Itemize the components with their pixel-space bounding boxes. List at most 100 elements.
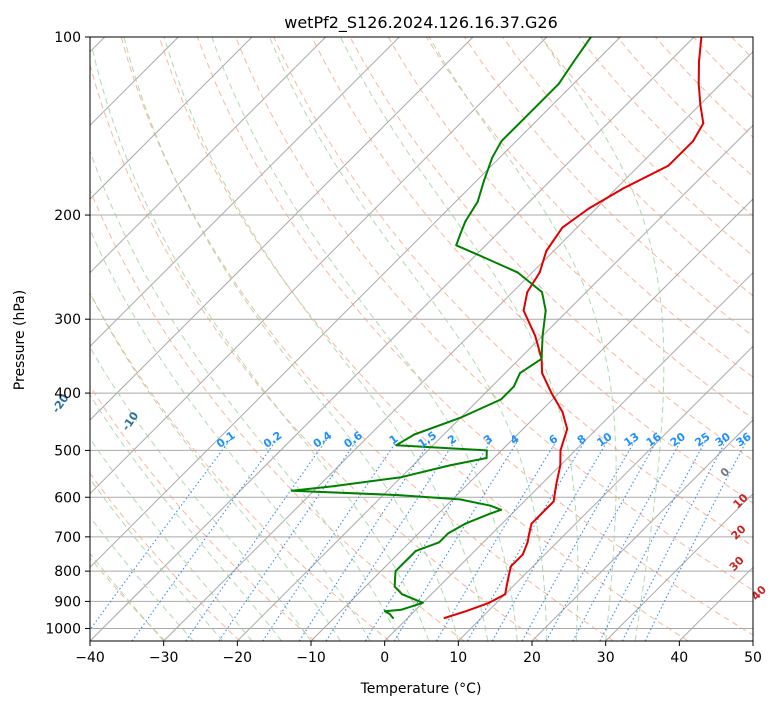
dewpoint-point xyxy=(401,563,404,566)
dewpoint-point xyxy=(537,103,540,106)
dewpoint-line xyxy=(290,37,592,619)
dewpoint-point xyxy=(448,464,451,467)
temperature-point xyxy=(559,449,562,452)
mixing-ratio-line xyxy=(298,439,432,641)
y-tick-label: 700 xyxy=(54,530,81,546)
isotherm-line xyxy=(531,419,753,641)
temperature-point xyxy=(505,584,508,587)
chart-title: wetPf2_S126.2024.126.16.37.G26 xyxy=(284,13,558,33)
dry-adiabat-line xyxy=(90,188,465,641)
dewpoint-point xyxy=(541,291,543,294)
mixing-ratio-line xyxy=(364,439,493,641)
dewpoint-point xyxy=(464,522,467,525)
x-tick-label: −40 xyxy=(75,650,105,666)
temperature-point xyxy=(522,309,525,312)
temperature-point xyxy=(507,574,510,577)
dewpoint-point xyxy=(407,557,410,559)
isotherm-line xyxy=(90,37,474,421)
x-tick-label: 10 xyxy=(449,650,467,666)
y-tick-label: 600 xyxy=(54,490,81,506)
temperature-point xyxy=(530,522,533,525)
mixing-ratio-line xyxy=(218,439,358,641)
dewpoint-point xyxy=(485,457,488,459)
dewpoint-point xyxy=(557,82,560,85)
dewpoint-point xyxy=(400,608,403,611)
moist-adiabat-line xyxy=(92,49,430,641)
temperature-point xyxy=(561,410,564,413)
dry-adiabat-line xyxy=(273,37,753,547)
dewpoint-point xyxy=(384,610,386,613)
temperature-point xyxy=(667,164,670,167)
dewpoint-point xyxy=(572,60,575,63)
y-tick-label: 900 xyxy=(54,594,81,610)
dewpoint-point xyxy=(447,532,450,535)
dewpoint-point xyxy=(421,601,424,604)
dewpoint-point xyxy=(459,232,462,235)
isotherm-line xyxy=(605,492,753,641)
moist-adiabat-line xyxy=(90,346,312,641)
y-axis-title: Pressure (hPa) xyxy=(12,290,28,390)
isotherm-line xyxy=(236,124,753,641)
dewpoint-point xyxy=(540,357,543,360)
mixing-ratio-line xyxy=(545,439,658,641)
temperature-point xyxy=(526,541,529,544)
y-tick-label: 100 xyxy=(54,30,81,46)
y-tick-label: 1000 xyxy=(45,622,81,638)
isotherm-line xyxy=(90,37,400,348)
x-axis-title: Temperature (°C) xyxy=(360,681,482,697)
dry-adiabat-line xyxy=(502,37,753,297)
dewpoint-point xyxy=(489,504,492,507)
temperature-point xyxy=(698,60,700,63)
moist-adiabat-line xyxy=(540,37,665,641)
dewpoint-point xyxy=(388,612,391,615)
mixing-ratio-line xyxy=(521,439,636,641)
x-tick-label: 0 xyxy=(380,650,389,666)
isotherm-line xyxy=(90,37,695,641)
temperature-point xyxy=(509,565,512,568)
moist-adiabat-line xyxy=(90,437,253,641)
temperature-point xyxy=(697,82,700,85)
temperature-point xyxy=(552,500,555,503)
temperature-point xyxy=(534,334,537,337)
temperature-point xyxy=(623,187,625,189)
dewpoint-point xyxy=(500,140,503,143)
dry-adiabat-line xyxy=(90,472,241,641)
dewpoint-point xyxy=(392,617,394,619)
dewpoint-point xyxy=(464,220,467,223)
dewpoint-point xyxy=(476,200,479,203)
mixing-ratio-line xyxy=(325,439,457,641)
mixing-ratio-line xyxy=(185,439,327,641)
temperature-point xyxy=(555,483,558,486)
y-tick-label: 200 xyxy=(54,208,81,224)
moist-adiabat-line xyxy=(339,37,579,641)
temperature-point xyxy=(561,226,564,229)
dewpoint-point xyxy=(500,508,503,511)
moist-adiabat-line xyxy=(428,37,617,641)
mixing-ratio-line xyxy=(491,439,609,641)
dewpoint-point xyxy=(516,271,519,274)
dewpoint-point xyxy=(518,122,521,125)
temperature-point xyxy=(541,372,544,375)
dewpoint-point xyxy=(400,476,403,479)
dry-adiabat-line xyxy=(120,37,614,641)
isotherm-line xyxy=(310,198,753,641)
x-tick-label: 20 xyxy=(523,650,541,666)
dewpoint-point xyxy=(488,512,491,515)
dewpoint-point xyxy=(413,433,416,436)
y-tick-label: 800 xyxy=(54,564,81,580)
dry-adiabat-line xyxy=(90,384,316,641)
dewpoint-point xyxy=(519,372,521,375)
dewpoint-point xyxy=(480,255,483,258)
moist-adiabat-line xyxy=(269,37,548,641)
x-tick-label: 30 xyxy=(597,650,615,666)
dry-adiabat-line xyxy=(425,37,753,378)
temperature-point xyxy=(699,103,702,106)
dewpoint-point xyxy=(485,449,488,452)
temperature-point xyxy=(504,593,507,596)
dry-adiabat-line xyxy=(464,37,753,337)
dewpoint-point xyxy=(395,444,398,447)
isotherm-line xyxy=(90,37,327,274)
mixing-ratio-line xyxy=(644,439,748,641)
mixing-ratio-line xyxy=(393,439,519,641)
